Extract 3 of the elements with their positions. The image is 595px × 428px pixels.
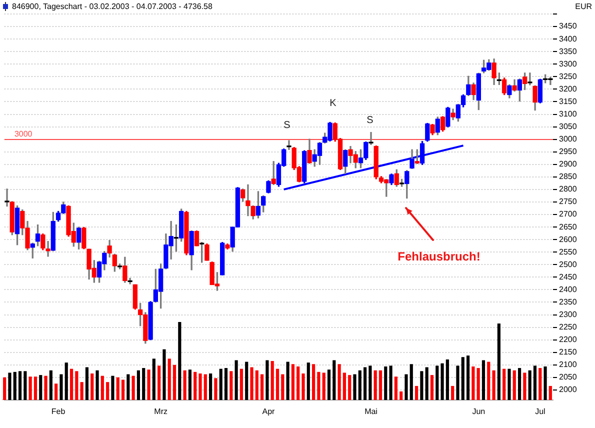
bar — [3, 377, 6, 400]
bar — [8, 372, 12, 400]
candlestick — [4, 188, 10, 207]
